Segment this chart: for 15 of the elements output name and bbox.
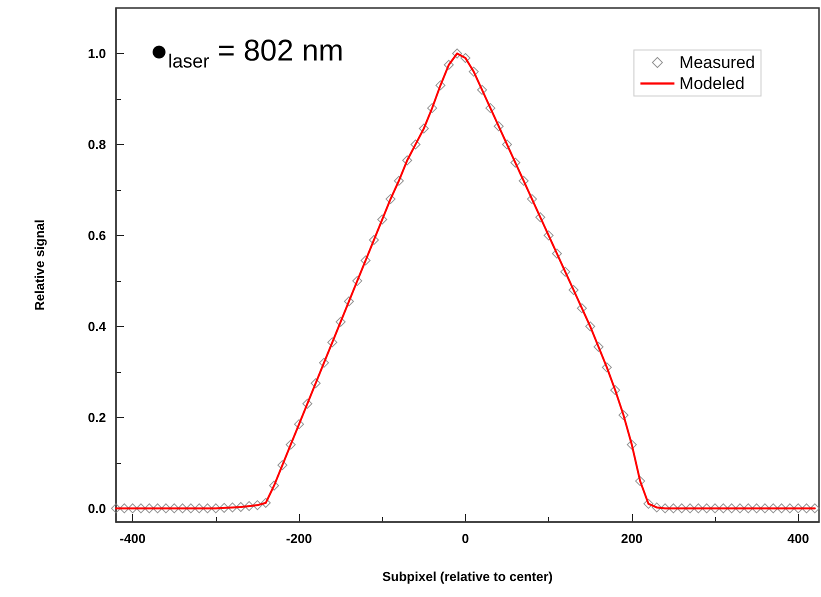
x-tick-label: 0 (462, 531, 470, 546)
y-tick-label: 0.0 (88, 500, 106, 516)
x-axis-title: Subpixel (relative to center) (382, 569, 553, 584)
x-tick-label: 400 (787, 531, 810, 546)
x-tick-label: -400 (120, 531, 146, 546)
legend-label: Modeled (679, 74, 745, 93)
legend-label: Measured (679, 53, 756, 72)
x-tick-label: 200 (620, 531, 643, 546)
y-tick-label: 1.0 (88, 46, 106, 61)
y-axis-title: Relative signal (32, 219, 47, 311)
y-tick-label: 0.8 (88, 136, 106, 152)
y-tick-label: 0.6 (88, 228, 106, 243)
y-tick-label: 0.4 (88, 318, 107, 334)
y-tick-label: 0.2 (88, 410, 106, 425)
x-tick-label: -200 (286, 531, 312, 546)
